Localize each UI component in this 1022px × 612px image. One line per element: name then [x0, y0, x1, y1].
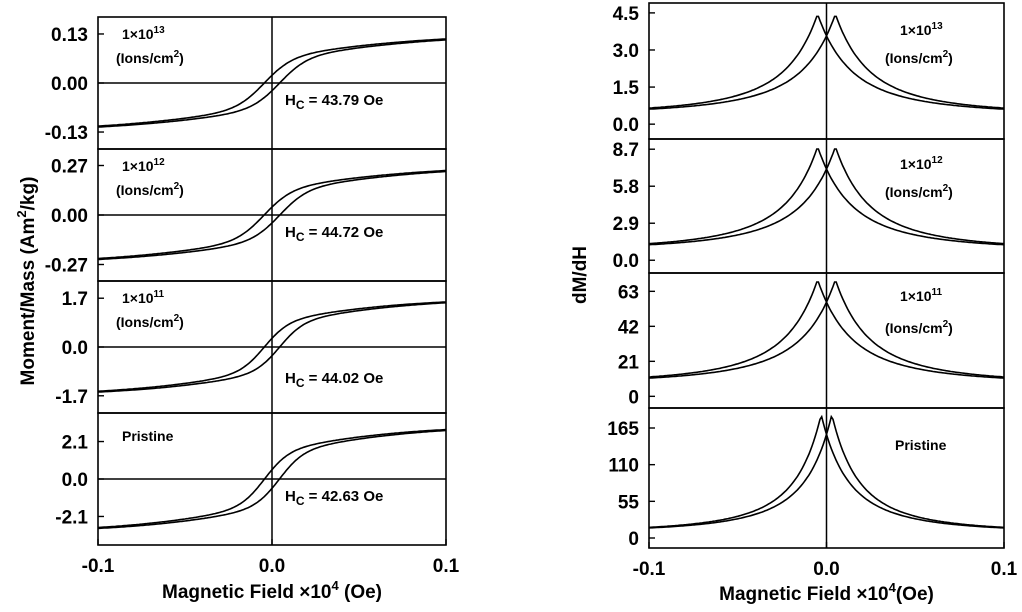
- fluence-unit-label: (Ions/cm2): [885, 319, 953, 336]
- fluence-unit-label: (Ions/cm2): [116, 181, 184, 198]
- y-tick-label: 42: [618, 317, 639, 338]
- y-tick-label: 0.0: [613, 251, 639, 272]
- y-tick-label: 63: [618, 282, 639, 303]
- coercivity-label: HC = 44.72 Oe: [285, 224, 383, 244]
- right-y-axis-label: dM/dH: [570, 246, 591, 304]
- derivative-branch-down: [648, 414, 1005, 529]
- right-derivative-figure: 4.5 3.0 1.5 0.0 1×1013 (Ions/cm2) 8.7 5.8 2.9 0.0…: [570, 2, 1018, 605]
- y-tick-label: 0.0: [613, 115, 639, 136]
- left-hysteresis-figure: 0.13 0.00 -0.13 1×1013 (Ions/cm2) HC = 43.79 …: [14, 16, 460, 603]
- y-tick-label: -0.27: [45, 256, 88, 277]
- y-tick-label: -1.7: [55, 387, 88, 408]
- panel-right-4: 165 110 55 0 Pristine: [607, 407, 1005, 550]
- fluence-label: 1×1011: [900, 287, 943, 304]
- coercivity-label: HC = 42.63 Oe: [285, 488, 383, 508]
- fluence-unit-label: (Ions/cm2): [116, 49, 184, 66]
- y-tick-label: -2.1: [55, 507, 88, 528]
- y-tick-label: 55: [618, 492, 640, 513]
- panel-left-1: 0.13 0.00 -0.13 1×1013 (Ions/cm2) HC = 43.79 …: [45, 16, 447, 150]
- coercivity-label: HC = 43.79 Oe: [285, 92, 383, 112]
- hysteresis-branch-down: [97, 38, 447, 127]
- x-tick-label: -0.1: [82, 556, 115, 577]
- y-tick-label: 0: [628, 387, 639, 408]
- x-tick-label: 0.0: [813, 559, 839, 580]
- panel-left-4: 2.1 0.0 -2.1 Pristine HC = 42.63 Oe: [55, 412, 447, 546]
- x-tick-label: 0.1: [433, 556, 460, 577]
- y-tick-label: 0.0: [62, 338, 88, 359]
- fluence-label: 1×1011: [122, 289, 165, 306]
- x-tick-label: 0.1: [991, 559, 1018, 580]
- x-tick-label: -0.1: [633, 559, 666, 580]
- fluence-unit-label: (Ions/cm2): [116, 313, 184, 330]
- y-tick-label: 165: [607, 419, 639, 440]
- y-tick-label: 8.7: [613, 140, 639, 161]
- x-tick-label: 0.0: [259, 556, 285, 577]
- hysteresis-branch-up: [97, 429, 447, 530]
- fluence-label: 1×1012: [900, 155, 943, 172]
- y-tick-label: -0.13: [45, 123, 88, 144]
- derivative-branch-down: [648, 281, 1005, 379]
- y-tick-label: 0.0: [62, 470, 88, 491]
- y-tick-label: 4.5: [613, 4, 640, 25]
- fluence-label: 1×1012: [122, 157, 165, 174]
- y-tick-label: 1.7: [62, 289, 88, 310]
- left-x-axis-label: Magnetic Field ×104 (Oe): [162, 578, 382, 603]
- y-tick-label: 1.5: [613, 78, 640, 99]
- fluence-label: 1×1013: [900, 21, 943, 38]
- y-tick-label: 0.00: [51, 74, 88, 95]
- y-tick-label: 2.1: [62, 433, 89, 454]
- y-tick-label: 0.00: [51, 206, 88, 227]
- panel-right-1: 4.5 3.0 1.5 0.0 1×1013 (Ions/cm2): [613, 2, 1005, 140]
- y-tick-label: 5.8: [613, 177, 639, 198]
- y-tick-label: 110: [608, 456, 639, 477]
- y-tick-label: 2.9: [613, 214, 639, 235]
- y-tick-label: 21: [618, 352, 640, 373]
- panel-left-3: 1.7 0.0 -1.7 1×1011 (Ions/cm2) HC = 44.02 Oe: [55, 280, 447, 414]
- panel-right-3: 63 42 21 0 1×1011 (Ions/cm2): [618, 272, 1005, 409]
- y-tick-label: 0.27: [51, 157, 88, 178]
- derivative-branch-down: [648, 148, 1005, 246]
- hysteresis-branch-up: [97, 170, 447, 261]
- fluence-unit-label: (Ions/cm2): [885, 183, 953, 200]
- hysteresis-branch-down: [97, 169, 447, 260]
- fluence-label: 1×1013: [122, 25, 165, 42]
- y-tick-label: 0.13: [51, 25, 88, 46]
- panel-left-2: 0.27 0.00 -0.27 1×1012 (Ions/cm2) HC = 44.72 …: [45, 148, 447, 282]
- derivative-branch-down: [648, 15, 1005, 110]
- sample-label: Pristine: [122, 428, 174, 444]
- sample-label: Pristine: [895, 437, 947, 453]
- y-tick-label: 0: [628, 529, 639, 550]
- left-y-axis-label: Moment/Mass (Am2/kg): [14, 177, 39, 386]
- coercivity-label: HC = 44.02 Oe: [285, 370, 383, 390]
- hysteresis-branch-down: [98, 301, 446, 393]
- fluence-unit-label: (Ions/cm2): [885, 49, 953, 66]
- hysteresis-branch-up: [97, 39, 447, 128]
- panel-right-2: 8.7 5.8 2.9 0.0 1×1012 (Ions/cm2): [613, 138, 1005, 274]
- y-tick-label: 3.0: [613, 41, 639, 62]
- hysteresis-branch-down: [97, 428, 447, 529]
- hysteresis-branch-up: [98, 301, 446, 393]
- right-x-axis-label: Magnetic Field ×104(Oe): [719, 580, 934, 605]
